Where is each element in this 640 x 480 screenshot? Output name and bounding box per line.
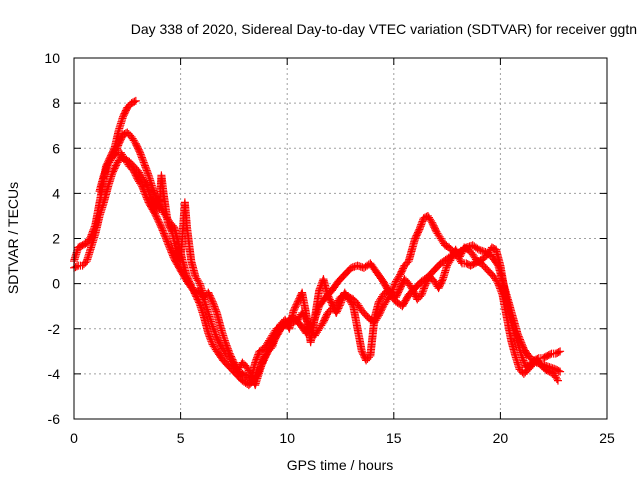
- data-point: [556, 367, 565, 376]
- data-point: [554, 366, 563, 375]
- axis-ticks: 0 5 10 15 20 25 -6 -4 -2 0 2 4 6 8 10: [44, 50, 615, 446]
- data-point: [421, 281, 430, 290]
- data-point: [207, 338, 216, 347]
- data-points: [70, 96, 565, 390]
- data-point: [111, 150, 120, 159]
- data-point: [556, 347, 565, 356]
- data-point: [130, 97, 139, 106]
- x-tick-label: 5: [177, 430, 185, 446]
- x-tick-label: 20: [493, 430, 509, 446]
- grid-layer: [74, 58, 607, 419]
- chart-title: Day 338 of 2020, Sidereal Day-to-day VTE…: [131, 21, 637, 37]
- data-point: [103, 161, 112, 170]
- y-tick-label: -4: [48, 366, 61, 382]
- y-tick-label: 6: [52, 140, 60, 156]
- y-tick-label: 10: [44, 50, 60, 66]
- data-point: [348, 300, 357, 309]
- data-point: [554, 348, 563, 357]
- y-tick-label: 2: [52, 231, 60, 247]
- x-axis-title: GPS time / hours: [287, 457, 394, 473]
- y-tick-label: -2: [48, 321, 61, 337]
- data-point: [391, 278, 400, 287]
- x-tick-label: 0: [70, 430, 78, 446]
- y-axis-title: SDTVAR / TECUs: [5, 182, 21, 294]
- data-point: [131, 96, 140, 105]
- y-tick-label: 0: [52, 276, 60, 292]
- data-point: [493, 277, 502, 286]
- data-point: [546, 350, 555, 359]
- y-tick-label: -6: [48, 411, 61, 427]
- data-point: [144, 169, 153, 178]
- x-tick-label: 10: [279, 430, 295, 446]
- y-tick-label: 8: [52, 95, 60, 111]
- y-tick-label: 4: [52, 185, 60, 201]
- x-tick-label: 15: [386, 430, 402, 446]
- data-point: [141, 178, 150, 187]
- data-point: [552, 374, 561, 383]
- data-point: [194, 277, 203, 286]
- data-point: [553, 376, 562, 385]
- data-point: [245, 368, 254, 377]
- x-tick-label: 25: [599, 430, 615, 446]
